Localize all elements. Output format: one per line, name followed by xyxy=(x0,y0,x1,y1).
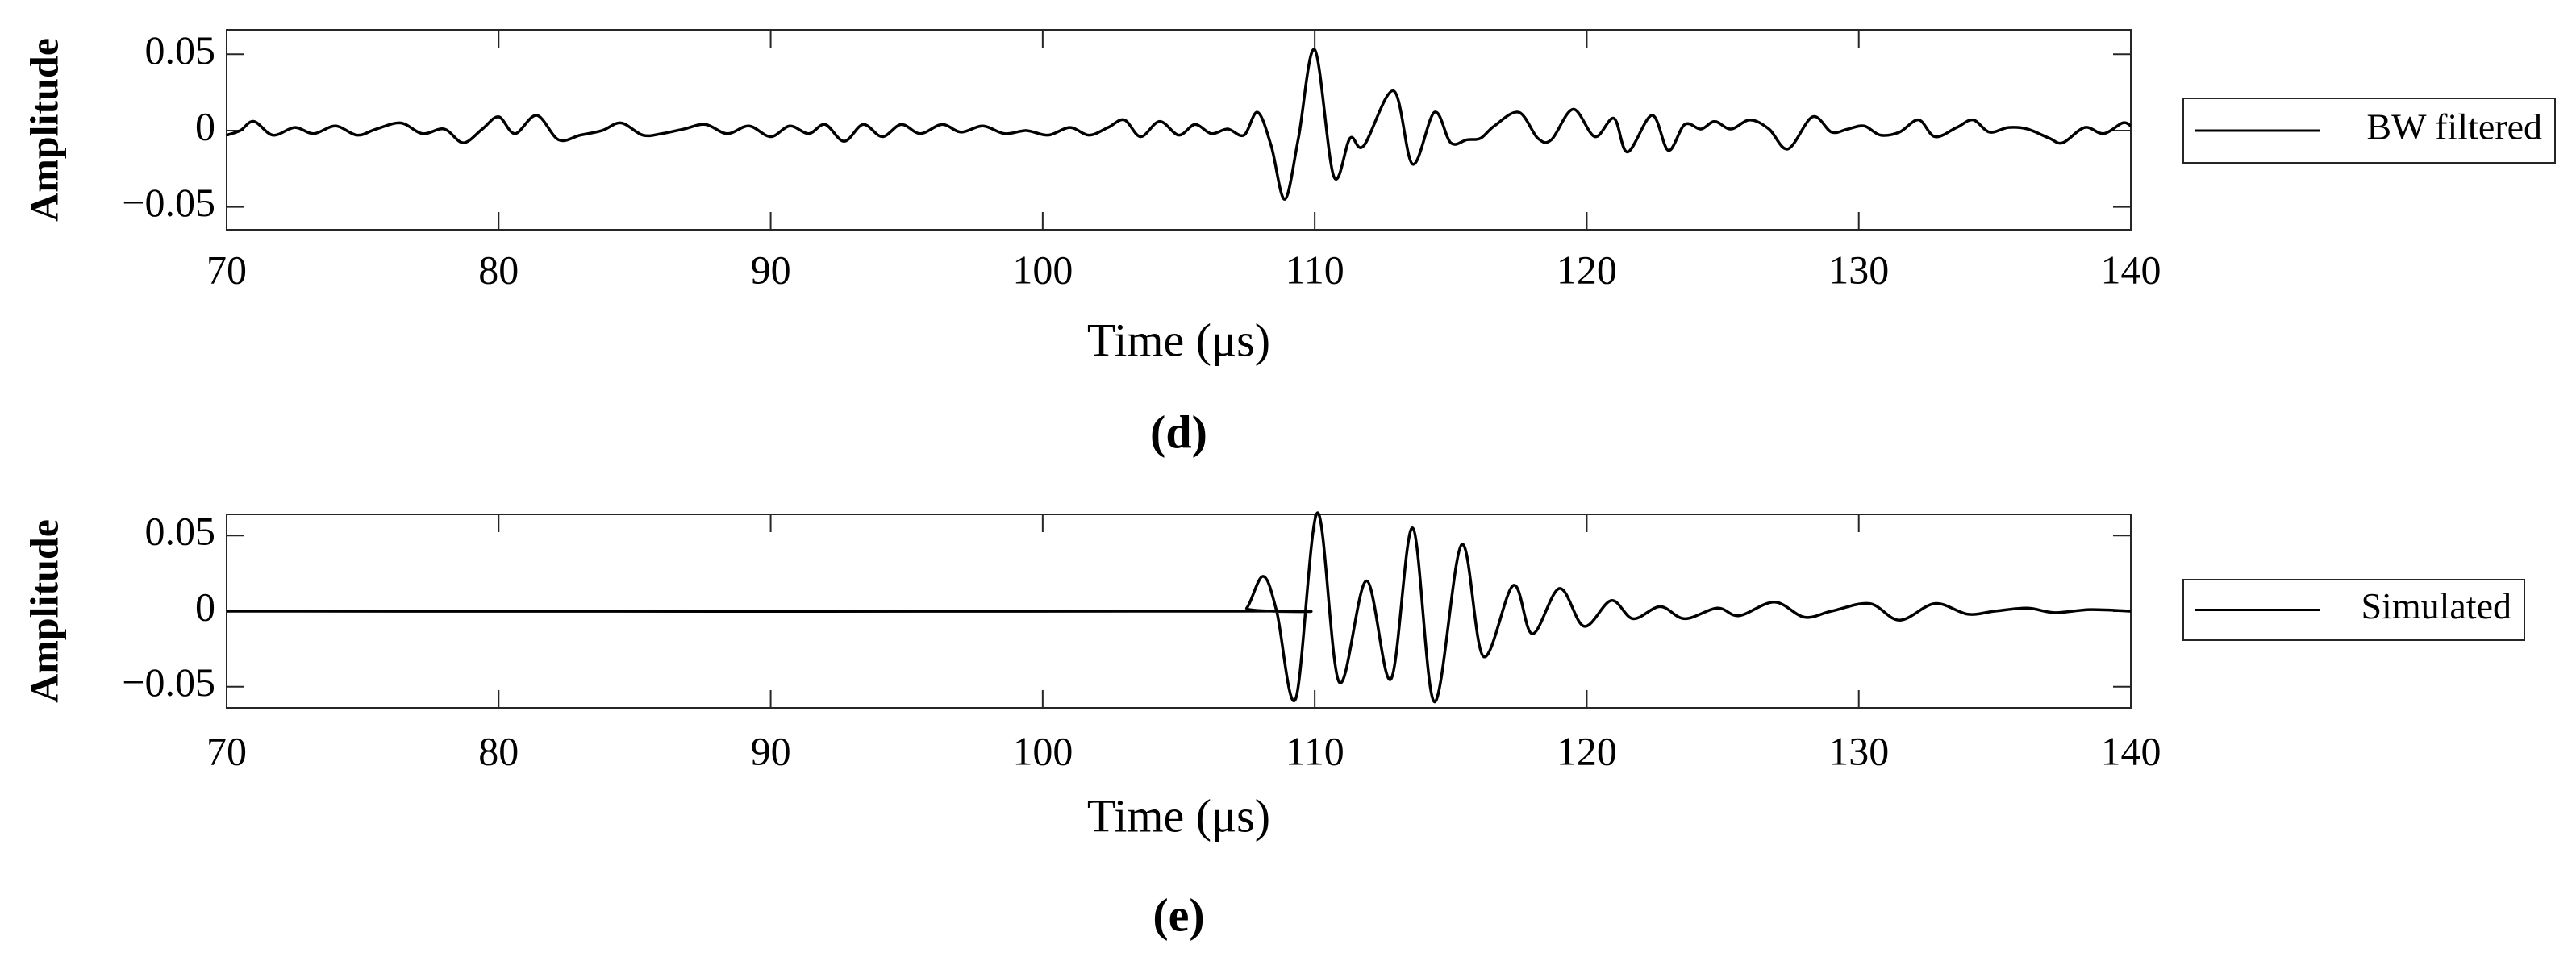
y-tick-label: −0.05 xyxy=(122,659,215,705)
y-tick-label: 0.05 xyxy=(145,27,216,73)
x-tick-label: 120 xyxy=(1557,247,1617,292)
legend-label: BW filtered xyxy=(2366,106,2542,148)
x-tick-label: 130 xyxy=(1828,247,1889,292)
data-line xyxy=(226,511,2132,704)
caption: (d) xyxy=(1150,406,1207,458)
y-tick-label: 0 xyxy=(195,103,215,148)
x-tick-label: 100 xyxy=(1012,728,1073,773)
y-tick-label: 0.05 xyxy=(145,509,216,554)
x-tick-label: 130 xyxy=(1828,728,1889,773)
x-tick-label: 120 xyxy=(1557,728,1617,773)
legend-label: Simulated xyxy=(2361,585,2511,626)
x-tick-label: 140 xyxy=(2101,728,2161,773)
x-axis-label: Time (μs) xyxy=(1087,314,1270,366)
x-tick-label: 80 xyxy=(478,728,519,773)
x-axis-label: Time (μs) xyxy=(1087,789,1270,842)
x-tick-label: 100 xyxy=(1012,247,1073,292)
x-tick-label: 70 xyxy=(206,728,247,773)
x-tick-label: 90 xyxy=(751,728,791,773)
caption: (e) xyxy=(1153,888,1204,941)
y-axis-label: Amplitude xyxy=(21,519,66,703)
x-tick-label: 80 xyxy=(478,247,519,292)
y-axis-label: Amplitude xyxy=(21,38,66,222)
x-tick-label: 110 xyxy=(1286,247,1344,292)
y-tick-label: 0 xyxy=(195,584,215,629)
x-tick-label: 110 xyxy=(1286,728,1344,773)
y-tick-label: −0.05 xyxy=(122,180,215,225)
x-tick-label: 70 xyxy=(206,247,247,292)
data-line xyxy=(226,48,2132,201)
x-tick-label: 90 xyxy=(751,247,791,292)
x-tick-label: 140 xyxy=(2101,247,2161,292)
